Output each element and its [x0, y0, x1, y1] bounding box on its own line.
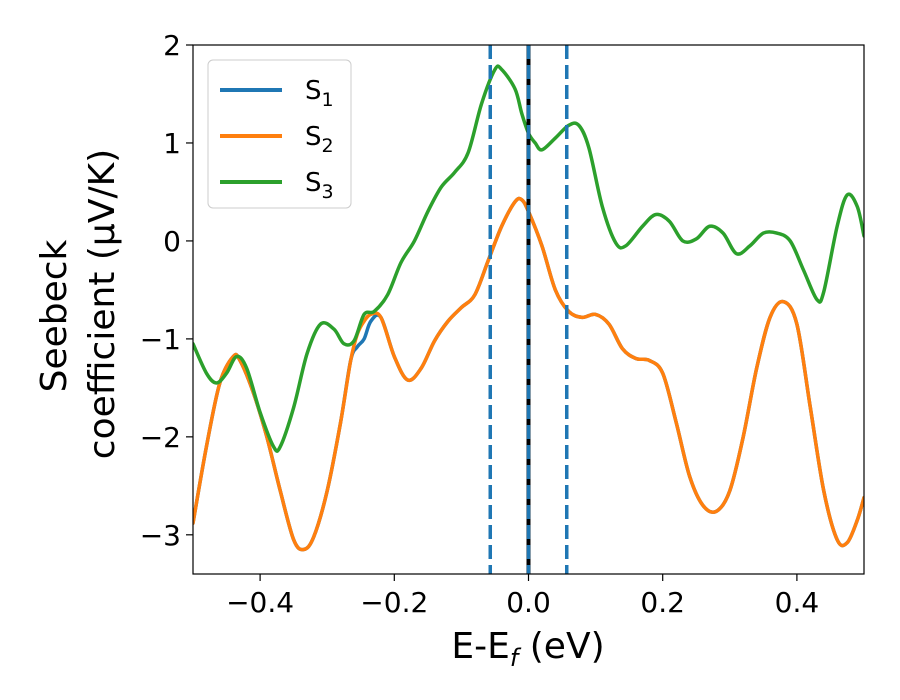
x-tick-label: 0.4: [775, 586, 820, 619]
legend-label-s3: S3: [305, 168, 334, 203]
y-axis-label-line2: coefficient (μV/K): [82, 149, 123, 459]
y-tick-label: −3: [140, 519, 181, 552]
legend-label-s2: S2: [305, 122, 334, 157]
y-tick-label: 1: [163, 127, 181, 160]
x-tick-label: −0.2: [360, 586, 428, 619]
x-tick-label: −0.4: [226, 586, 294, 619]
vline-layer: [488, 45, 569, 574]
legend: S1 S2 S3: [207, 59, 352, 209]
y-tick-label: 2: [163, 29, 181, 62]
y-tick-label: 0: [163, 225, 181, 258]
y-tick-label: −1: [140, 323, 181, 356]
y-axis-ticks: −3 −2 −1 0 1 2: [140, 29, 193, 552]
x-tick-label: 0.2: [640, 586, 685, 619]
x-axis-ticks: −0.4 −0.2 0.0 0.2 0.4: [226, 574, 819, 619]
series-line-s3: [193, 64, 864, 453]
x-axis-label: E-Ef (eV): [451, 626, 604, 672]
legend-label-s1: S1: [305, 76, 334, 111]
y-tick-label: −2: [140, 421, 181, 454]
series-layer: [193, 64, 864, 552]
x-tick-label: 0.0: [506, 586, 551, 619]
series-line-s2: [193, 196, 864, 552]
y-axis-label-line1: Seebeck: [34, 239, 75, 392]
legend-entries: S1 S2 S3: [220, 76, 334, 203]
